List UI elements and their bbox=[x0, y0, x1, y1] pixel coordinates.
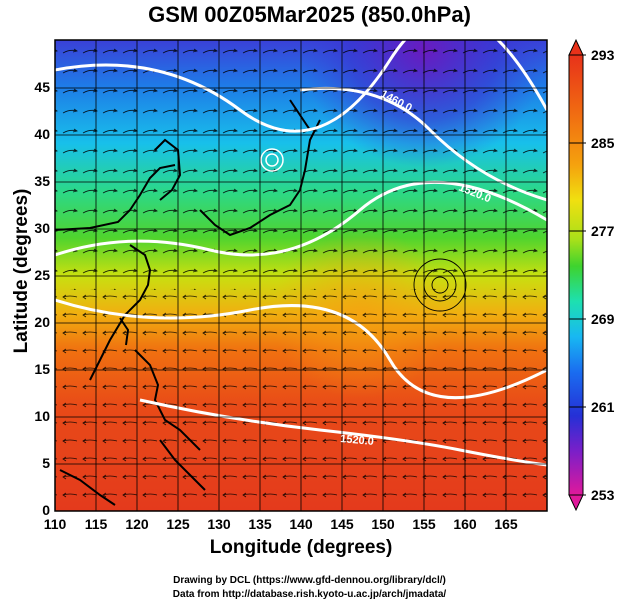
y-tick: 20 bbox=[34, 314, 50, 330]
y-tick: 30 bbox=[34, 220, 50, 236]
x-tick: 140 bbox=[289, 516, 313, 532]
colorbar bbox=[568, 38, 586, 512]
colorbar-tick: 253 bbox=[591, 487, 615, 503]
colorbar-tick: 285 bbox=[591, 135, 615, 151]
x-tick: 165 bbox=[494, 516, 518, 532]
x-tick: 115 bbox=[84, 516, 108, 532]
x-tick: 110 bbox=[43, 516, 67, 532]
y-tick: 5 bbox=[42, 455, 50, 471]
map-title: GSM 00Z05Mar2025 (850.0hPa) bbox=[148, 2, 471, 27]
y-tick: 0 bbox=[42, 502, 50, 518]
contour-label-3: 1520.0 bbox=[340, 433, 375, 448]
coastlines bbox=[55, 99, 321, 506]
x-tick: 160 bbox=[453, 516, 477, 532]
y-tick: 10 bbox=[34, 408, 50, 424]
x-tick: 120 bbox=[125, 516, 149, 532]
y-tick: 40 bbox=[34, 126, 50, 142]
x-tick: 125 bbox=[166, 516, 190, 532]
x-tick: 155 bbox=[412, 516, 436, 532]
y-tick: 15 bbox=[34, 361, 50, 377]
x-tick: 150 bbox=[371, 516, 395, 532]
y-axis-label: Latitude (degrees) bbox=[11, 188, 32, 354]
plot-frame bbox=[54, 39, 548, 512]
colorbar-tick: 277 bbox=[591, 223, 615, 239]
colorbar-tick: 293 bbox=[591, 47, 615, 63]
x-tick: 135 bbox=[248, 516, 272, 532]
x-tick: 145 bbox=[330, 516, 354, 532]
grid-lines bbox=[55, 40, 547, 511]
colorbar-tick: 269 bbox=[591, 311, 615, 327]
cyclone-swirl bbox=[260, 148, 284, 172]
colorbar-tick: 261 bbox=[591, 399, 615, 415]
credit-data: Data from http://database.rish.kyoto-u.a… bbox=[172, 589, 447, 600]
y-tick: 45 bbox=[34, 79, 50, 95]
y-tick: 35 bbox=[34, 173, 50, 189]
x-axis-label: Longitude (degrees) bbox=[209, 537, 393, 558]
geopotential-contours bbox=[55, 40, 547, 467]
x-tick: 130 bbox=[207, 516, 231, 532]
y-tick: 25 bbox=[34, 267, 50, 283]
credit-drawing: Drawing by DCL (https://www.gfd-dennou.o… bbox=[173, 575, 446, 586]
